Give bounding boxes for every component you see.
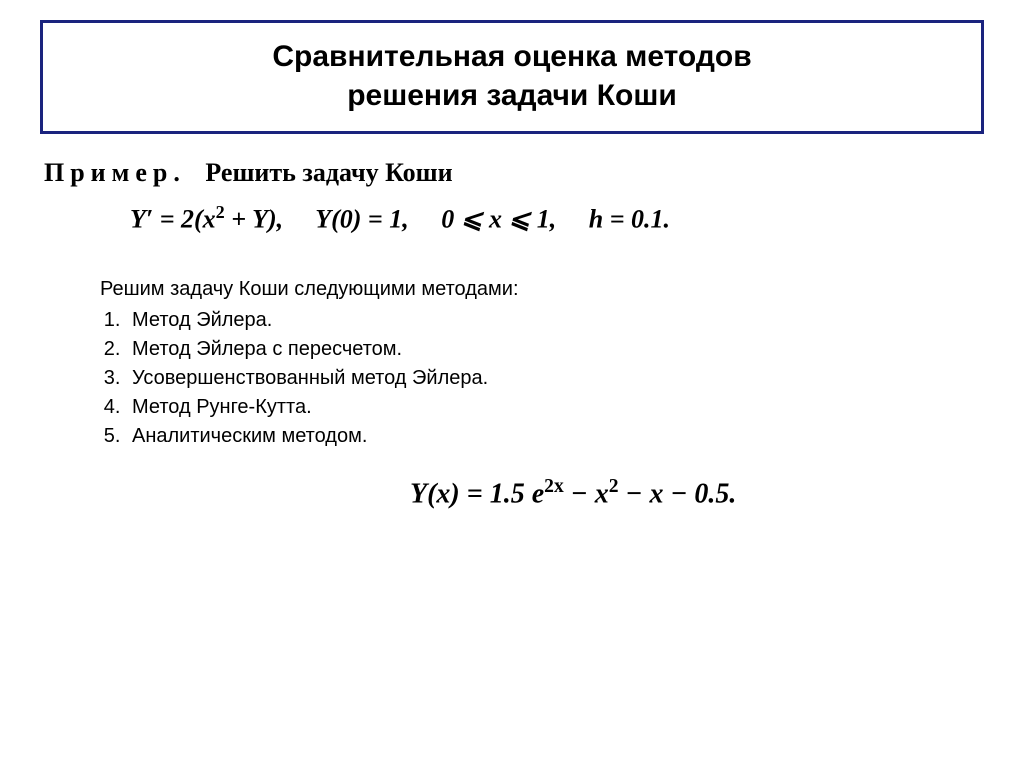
closed-form-solution: Y(x) = 1.5 e2x − x2 − x − 0.5. xyxy=(410,476,736,510)
method-item: Метод Рунге-Кутта. xyxy=(126,393,984,422)
method-item: Метод Эйлера. xyxy=(126,306,984,335)
cf-exp: 2x xyxy=(544,476,564,497)
eq-domain: 0 ⩽ x ⩽ 1, xyxy=(441,205,556,234)
eq-initial-condition: Y(0) = 1, xyxy=(315,205,409,234)
cf-sqr: 2 xyxy=(609,476,619,497)
title-line-2: решения задачи Коши xyxy=(83,76,941,115)
method-item: Аналитическим методом. xyxy=(126,422,984,451)
cf-pre: Y(x) = 1.5 e xyxy=(410,478,544,509)
methods-intro: Решим задачу Коши следующими методами: xyxy=(100,275,984,304)
eq-after-sqr: + Y), xyxy=(225,205,283,234)
eq-step: h = 0.1. xyxy=(589,205,670,234)
slide-page: Сравнительная оценка методов решения зад… xyxy=(0,0,1024,768)
example-statement: Пример. Решить задачу Коши xyxy=(44,158,984,188)
title-line-1: Сравнительная оценка методов xyxy=(83,37,941,76)
cf-tail: − x − 0.5. xyxy=(619,478,737,509)
title-box: Сравнительная оценка методов решения зад… xyxy=(40,20,984,134)
eq-lhs: Y′ = 2(x xyxy=(130,205,216,234)
eq-x-squared: 2 xyxy=(216,202,225,222)
method-item: Метод Эйлера с пересчетом. xyxy=(126,335,984,364)
method-item: Усовершенствованный метод Эйлера. xyxy=(126,364,984,393)
methods-block: Решим задачу Коши следующими методами: М… xyxy=(100,275,984,451)
example-text: Решить задачу Коши xyxy=(205,158,452,187)
cauchy-equation: Y′ = 2(x2 + Y), Y(0) = 1, 0 ⩽ x ⩽ 1, h =… xyxy=(130,202,984,235)
methods-list: Метод Эйлера. Метод Эйлера с пересчетом.… xyxy=(100,306,984,451)
example-label: Пример. xyxy=(44,158,186,187)
cf-post: − x xyxy=(564,478,609,509)
